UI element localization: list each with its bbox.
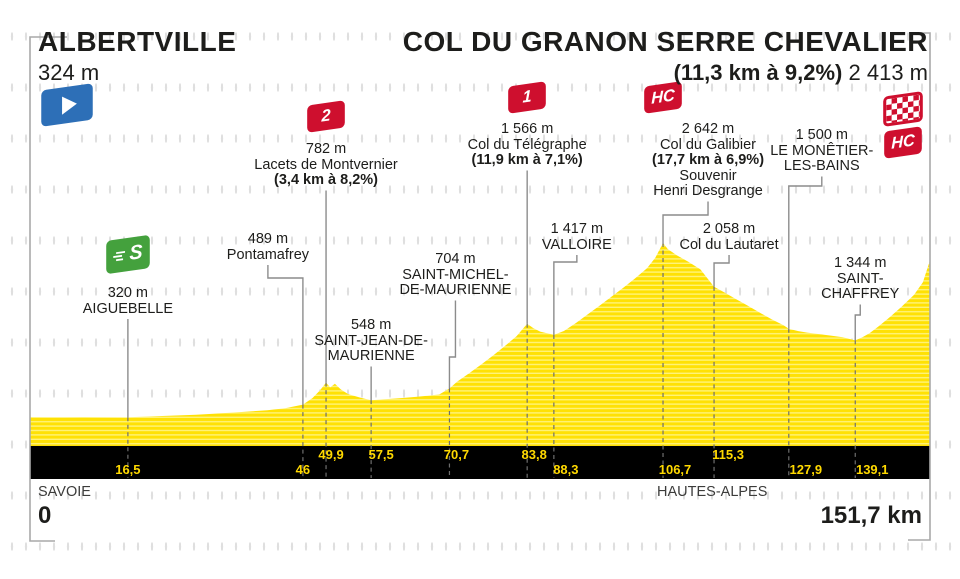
- waypoint-label-lacets-de-montvernier: 782 m Lacets de Montvernier (3,4 km à 8,2%…: [254, 141, 398, 189]
- waypoint-label-line: DE-MAURIENNE: [399, 282, 512, 298]
- waypoint-label-line: 489 m: [247, 231, 289, 247]
- finish-header: COL DU GRANON SERRE CHEVALIER (11,3 km à…: [403, 26, 928, 86]
- waypoint-label-line: (3,4 km à 8,2%): [274, 172, 379, 188]
- waypoint-label-le-monetier-les-bains: 1 500 m LE MONÊTIER- LES-BAINS: [770, 127, 874, 175]
- waypoint-label-line: Souvenir: [679, 167, 737, 184]
- left-frame-bracket: [29, 36, 67, 542]
- speed-lines-icon: [113, 250, 126, 261]
- depart-flag-icon: [41, 83, 93, 127]
- waypoint-connector-le-monetier-les-bains: [788, 176, 823, 329]
- waypoint-label-line: SAINT-MICHEL-: [402, 266, 509, 283]
- waypoint-label-line: 548 m: [350, 317, 392, 333]
- waypoint-label-pontamafrey: 489 m Pontamafrey: [226, 231, 310, 263]
- waypoint-label-line: 2 642 m: [681, 121, 735, 137]
- waypoint-label-col-du-lautaret: 2 058 m Col du Lautaret: [679, 221, 779, 253]
- waypoint-connector-saint-michel-de-maurienne: [448, 300, 457, 389]
- km-tick-aiguebelle: 16,5: [115, 462, 141, 477]
- waypoint-connector-saint-chaffrey: [854, 304, 861, 341]
- start-name: ALBERTVILLE: [38, 26, 237, 57]
- km-tick-saint-chaffrey: 139,1: [855, 462, 889, 477]
- waypoint-label-line: Pontamafrey: [226, 246, 310, 263]
- sprint-letter: S: [129, 240, 143, 265]
- waypoint-label-line: (11,9 km à 7,1%): [471, 152, 583, 168]
- waypoint-label-line: VALLOIRE: [541, 236, 612, 253]
- waypoint-connector-col-du-lautaret: [713, 255, 730, 287]
- waypoint-label-line: 1 417 m: [550, 221, 604, 237]
- waypoint-label-line: Col du Télégraphe: [467, 136, 587, 153]
- waypoint-label-line: 2 058 m: [702, 221, 756, 237]
- waypoint-label-line: 782 m: [305, 141, 347, 157]
- play-triangle-icon: [61, 94, 77, 115]
- region-label-hautes-alpes: HAUTES-ALPES: [657, 484, 768, 500]
- finish-hc-badge: HC: [884, 126, 922, 159]
- waypoint-label-line: 704 m: [435, 251, 476, 267]
- waypoint-label-saint-jean-de-maurienne: 548 m SAINT-JEAN-DE- MAURIENNE: [314, 317, 428, 365]
- waypoint-connector-pontamafrey: [267, 265, 304, 405]
- km-tick-col-du-telegraphe: 83,8: [521, 447, 547, 462]
- waypoint-label-line: 1 344 m: [834, 255, 887, 271]
- distance-axis-bar: [30, 446, 930, 479]
- km-tick-lacets-de-montvernier: 49,9: [318, 447, 344, 462]
- waypoint-label-line: LES-BAINS: [783, 158, 860, 174]
- waypoint-label-line: 1 566 m: [500, 121, 554, 137]
- waypoint-label-saint-chaffrey: 1 344 m SAINT- CHAFFREY: [821, 255, 900, 303]
- waypoint-label-col-du-telegraphe: 1 566 m Col du Télégraphe (11,9 km à 7,1%): [467, 121, 587, 169]
- waypoint-label-line: 320 m: [107, 285, 149, 301]
- waypoint-label-line: AIGUEBELLE: [82, 300, 174, 317]
- km-tick-saint-jean-de-maurienne: 57,5: [368, 447, 394, 462]
- waypoint-connector-valloire: [553, 255, 578, 335]
- waypoint-label-line: MAURIENNE: [327, 348, 415, 364]
- sprint-icon: S: [106, 234, 150, 275]
- checkered-flag-icon: [883, 91, 923, 127]
- km-tick-col-du-galibier: 106,7: [658, 462, 692, 477]
- waypoint-label-line: (17,7 km à 6,9%): [651, 152, 765, 168]
- finish-elevation: 2 413 m: [848, 60, 929, 85]
- finish-name: COL DU GRANON SERRE CHEVALIER: [402, 26, 928, 57]
- km-tick-valloire: 88,3: [553, 462, 579, 477]
- right-frame-bracket: [908, 32, 931, 541]
- total-distance-label: 151,7 km: [820, 502, 922, 529]
- waypoint-label-line: 1 500 m: [795, 127, 848, 143]
- waypoint-label-line: LE MONÊTIER-: [770, 142, 874, 159]
- waypoint-label-line: Col du Lautaret: [679, 236, 779, 253]
- waypoint-label-line: Henri Desgrange: [653, 183, 763, 199]
- region-label-savoie: SAVOIE: [38, 484, 91, 500]
- climb-category-badge-col-du-telegraphe: 1: [508, 81, 546, 114]
- start-km-label: 0: [38, 502, 52, 529]
- finish-climb-stats: (11,3 km à 9,2%): [673, 60, 843, 85]
- waypoint-label-valloire: 1 417 m VALLOIRE: [541, 221, 612, 253]
- km-tick-le-monetier-les-bains: 127,9: [789, 462, 823, 477]
- km-tick-col-du-lautaret: 115,3: [712, 447, 744, 462]
- finish-subtitle: (11,3 km à 9,2%) 2 413 m: [403, 60, 928, 86]
- km-tick-pontamafrey: 46: [295, 462, 311, 477]
- waypoint-label-saint-michel-de-maurienne: 704 m SAINT-MICHEL- DE-MAURIENNE: [399, 251, 512, 299]
- waypoint-label-line: SAINT-JEAN-DE-: [314, 332, 428, 349]
- climb-category-badge-lacets-de-montvernier: 2: [307, 100, 345, 133]
- waypoint-label-line: Col du Galibier: [660, 136, 756, 153]
- waypoint-label-line: SAINT-: [836, 270, 884, 287]
- km-tick-saint-michel-de-maurienne: 70,7: [443, 447, 470, 462]
- elevation-area: [30, 243, 930, 446]
- start-header: ALBERTVILLE 324 m: [38, 26, 236, 86]
- waypoint-connector-col-du-galibier: [662, 201, 709, 243]
- waypoint-label-col-du-galibier: 2 642 m Col du Galibier (17,7 km à 6,9%) So…: [651, 121, 765, 200]
- waypoint-label-line: Lacets de Montvernier: [254, 156, 398, 173]
- waypoint-label-aiguebelle: 320 m AIGUEBELLE: [82, 285, 174, 317]
- climb-category-badge-col-du-galibier: HC: [644, 81, 682, 114]
- start-elevation: 324 m: [38, 60, 100, 85]
- waypoint-label-line: CHAFFREY: [821, 286, 900, 302]
